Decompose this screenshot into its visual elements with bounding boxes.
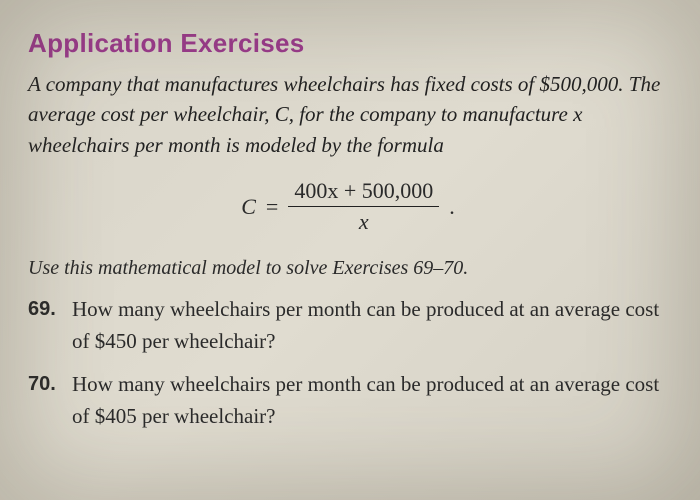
intro-paragraph: A company that manufactures wheelchairs … xyxy=(28,69,668,160)
formula-lhs: C xyxy=(241,194,256,220)
exercise-70: 70. How many wheelchairs per month can b… xyxy=(28,369,668,432)
exercise-number: 70. xyxy=(28,369,72,399)
formula-trailing: . xyxy=(449,194,455,220)
formula-numerator: 400x + 500,000 xyxy=(288,178,439,207)
exercise-69: 69. How many wheelchairs per month can b… xyxy=(28,294,668,357)
instruction-line: Use this mathematical model to solve Exe… xyxy=(28,257,668,280)
formula-fraction: 400x + 500,000 x xyxy=(288,178,439,235)
section-title: Application Exercises xyxy=(28,28,668,59)
exercise-number: 69. xyxy=(28,294,72,324)
formula: C = 400x + 500,000 x . xyxy=(28,178,668,235)
exercise-text: How many wheelchairs per month can be pr… xyxy=(72,294,668,357)
formula-denominator: x xyxy=(359,207,369,235)
exercise-text: How many wheelchairs per month can be pr… xyxy=(72,369,668,432)
textbook-page: Application Exercises A company that man… xyxy=(0,0,700,464)
formula-equals: = xyxy=(266,194,278,220)
